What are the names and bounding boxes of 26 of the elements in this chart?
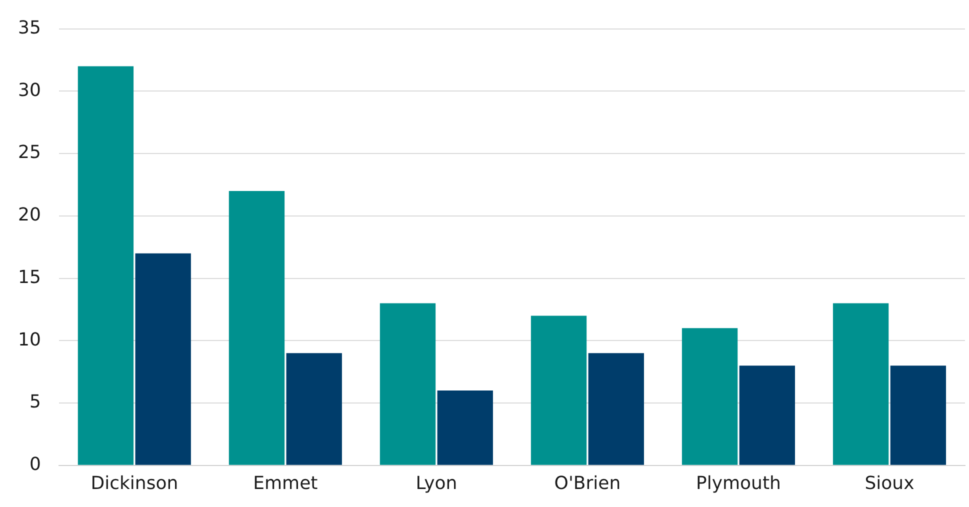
y-tick-label: 25 xyxy=(18,142,41,164)
x-tick-label: Plymouth xyxy=(696,472,781,494)
bar xyxy=(286,353,342,465)
bar xyxy=(135,253,191,465)
bar xyxy=(890,366,946,465)
x-tick-label: Sioux xyxy=(864,472,915,494)
bar xyxy=(588,353,644,465)
bar xyxy=(530,316,587,465)
x-tick-label: Lyon xyxy=(416,472,458,494)
bar xyxy=(437,390,493,465)
bar xyxy=(380,303,436,465)
x-tick-label: O'Brien xyxy=(554,472,621,494)
x-tick-label: Emmet xyxy=(253,472,318,494)
y-tick-label: 35 xyxy=(18,17,41,38)
y-tick-label: 0 xyxy=(29,454,41,476)
x-tick-label: Dickinson xyxy=(90,472,178,494)
bar xyxy=(78,66,134,465)
bar xyxy=(739,366,795,465)
bar xyxy=(832,303,889,465)
y-tick-label: 30 xyxy=(18,80,41,101)
bar xyxy=(228,190,285,465)
bar xyxy=(682,328,738,465)
y-tick-label: 15 xyxy=(18,266,41,288)
y-tick-label: 10 xyxy=(18,329,41,350)
y-tick-label: 20 xyxy=(18,204,41,226)
y-tick-label: 5 xyxy=(29,392,41,413)
